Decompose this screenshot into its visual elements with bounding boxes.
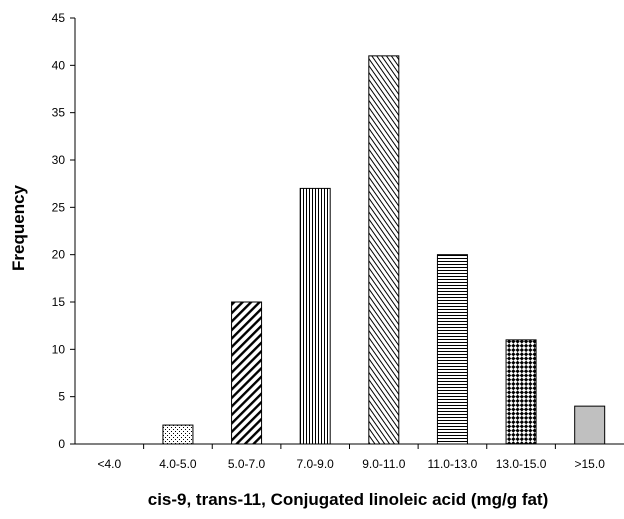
bar-2 — [162, 424, 194, 445]
bar-3 — [231, 301, 263, 445]
x-tick-label: <4.0 — [97, 457, 121, 471]
x-tick-label: 4.0-5.0 — [159, 457, 197, 471]
x-axis: <4.0 4.0-5.0 5.0-7.0 7.0-9.0 9.0-11.0 11.0-13… — [75, 443, 624, 471]
x-tick-label: 7.0-9.0 — [297, 457, 335, 471]
y-tick-label: 5 — [58, 390, 65, 404]
x-tick-label: 13.0-15.0 — [496, 457, 547, 471]
y-tick-label: 40 — [52, 58, 66, 72]
y-tick-label: 30 — [52, 153, 66, 167]
y-tick-label: 10 — [52, 342, 66, 356]
y-axis: 0 5 10 15 20 25 30 35 40 45 — [52, 11, 76, 451]
x-tick-label: 5.0-7.0 — [228, 457, 266, 471]
bar-4 — [299, 187, 331, 445]
x-tick-label: 9.0-11.0 — [362, 457, 405, 471]
y-tick-label: 45 — [52, 11, 66, 25]
y-tick-label: 0 — [58, 437, 65, 451]
bar-8 — [574, 405, 606, 445]
y-tick-label: 20 — [52, 248, 66, 262]
y-axis-title: Frequency — [9, 184, 28, 271]
bar-7 — [505, 339, 537, 445]
x-tick-label: >15.0 — [575, 457, 606, 471]
y-tick-label: 35 — [52, 106, 66, 120]
bars — [162, 55, 606, 445]
x-axis-title: cis-9, trans-11, Conjugated linoleic aci… — [148, 490, 549, 509]
y-tick-label: 25 — [52, 200, 66, 214]
y-tick-label: 15 — [52, 295, 66, 309]
bar-5 — [368, 55, 400, 445]
x-tick-label: 11.0-13.0 — [428, 457, 478, 471]
bar-6 — [436, 254, 468, 445]
